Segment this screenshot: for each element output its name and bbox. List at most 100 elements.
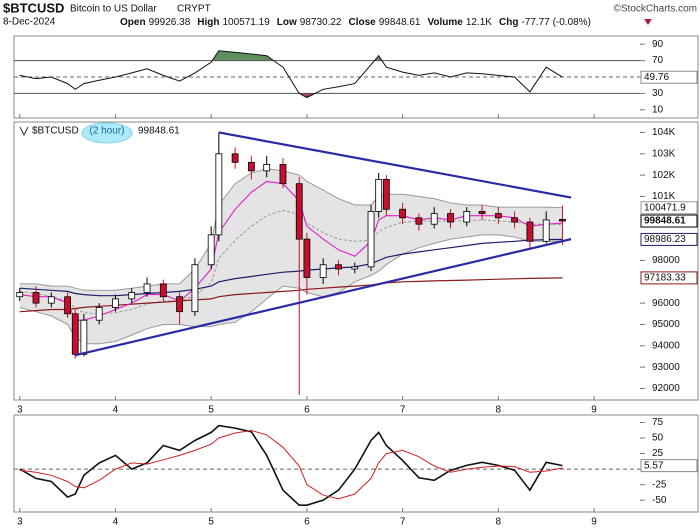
candle-body (542, 219, 550, 242)
y-tick-label: 94000 (652, 340, 680, 351)
quote-label: Low (277, 17, 297, 28)
level-fill (299, 93, 316, 98)
y-tick-label: 104K (652, 127, 676, 138)
x-tick-label: 3 (17, 405, 23, 416)
candle-body (367, 210, 375, 268)
band-lower (19, 234, 563, 345)
symbol: $BTCUSD (3, 0, 64, 15)
quote-label: Chg (499, 17, 518, 28)
y-tick-label: 30 (652, 88, 664, 99)
candle-body (263, 164, 271, 172)
period-highlight (81, 122, 133, 144)
y-tick-label: 96000 (652, 298, 680, 309)
y-tick-label: 103K (652, 148, 676, 159)
change-arrow (644, 19, 652, 25)
candle-body (47, 296, 55, 304)
last-value-label: 5.57 (644, 460, 664, 471)
y-tick-label: 50 (652, 433, 664, 444)
x-tick-label: 5 (208, 405, 214, 416)
candle-body (16, 292, 24, 298)
legend-icon (19, 126, 29, 137)
legend-close: 99848.61 (138, 126, 180, 137)
candle-body (295, 183, 303, 240)
y-tick-label: 10 (652, 104, 664, 115)
y-tick-label: 70 (652, 55, 664, 66)
last-value-box (640, 232, 698, 246)
y-tick-label: -50 (652, 495, 667, 506)
candle-body (511, 217, 519, 223)
candle-body (319, 264, 327, 278)
candle-body (231, 153, 239, 163)
candle-body (80, 319, 88, 355)
candle-body (335, 264, 342, 270)
candle-body (128, 292, 136, 300)
candle-body (159, 283, 167, 298)
y-tick-label: 92000 (652, 383, 680, 394)
last-value-box (640, 271, 698, 285)
last-value-box (640, 201, 698, 215)
candle-body (351, 266, 359, 270)
credit: ©StockCharts.com (613, 4, 697, 15)
y-tick-label: -25 (652, 479, 667, 490)
y-tick-label: 95000 (652, 319, 680, 330)
quote-value: 12.1K (466, 17, 492, 28)
candle-body (399, 208, 407, 219)
series-line (19, 50, 563, 99)
last-value-label: 100471.9 (644, 202, 686, 213)
legend-period: (2 hour) (89, 126, 124, 137)
candle-body (526, 221, 534, 242)
x-tick-label: 8 (496, 405, 502, 416)
exchange: CRYPT (177, 4, 211, 15)
quote-value: -77.77 (-0.08%) (521, 17, 590, 28)
quote-value: 98730.22 (300, 17, 342, 28)
candle-body (494, 213, 502, 219)
quote-value: 99926.38 (149, 17, 191, 28)
band-fill (19, 168, 563, 344)
x-tick-label: 4 (113, 405, 119, 416)
candle-body (64, 296, 72, 315)
candle-body (279, 164, 287, 185)
quote-label: Close (349, 17, 377, 28)
candle-body (176, 296, 183, 313)
x-tick-label: 6 (304, 405, 310, 416)
candle-body (143, 283, 151, 293)
band-upper (19, 168, 563, 291)
quote-value: 99848.61 (379, 17, 421, 28)
quote-label: Open (120, 17, 146, 28)
series-line (19, 429, 563, 500)
x-tick-label: 9 (591, 517, 597, 528)
candle-body (463, 210, 471, 223)
series-line (19, 424, 563, 506)
date: 8-Dec-2024 (3, 17, 56, 28)
quote-line: Open 99926.38 High 100571.19 Low 98730.22 Clos… (120, 17, 591, 28)
candle-body (447, 213, 454, 223)
last-value-label: 99848.61 (644, 216, 686, 227)
candle-body (430, 213, 438, 225)
legend-symbol: $BTCUSD (32, 126, 79, 137)
x-tick-label: 6 (304, 517, 310, 528)
instrument-name: Bitcoin to US Dollar (70, 4, 157, 15)
candle-body (559, 218, 566, 222)
y-tick-label: 101K (652, 191, 676, 202)
candle-body (207, 234, 215, 266)
candle-body (303, 238, 311, 278)
panel-frame (13, 414, 699, 513)
quote-value: 100571.19 (223, 17, 271, 28)
moving-average (19, 238, 563, 297)
last-value-label: 49.76 (644, 72, 669, 83)
last-value-label: 98986.23 (644, 234, 686, 245)
x-tick-label: 7 (400, 405, 406, 416)
x-tick-label: 8 (496, 517, 502, 528)
candle-body (478, 210, 486, 214)
candle-body (215, 153, 223, 236)
candle-body (415, 217, 423, 225)
y-tick-label: 75 (652, 417, 664, 428)
candle-body (382, 178, 390, 210)
x-tick-label: 7 (400, 517, 406, 528)
quote-label: High (197, 17, 219, 28)
y-tick-label: 93000 (652, 362, 680, 373)
y-tick-label: 90 (652, 39, 664, 50)
x-tick-label: 4 (113, 517, 119, 528)
candle-body (32, 292, 40, 304)
